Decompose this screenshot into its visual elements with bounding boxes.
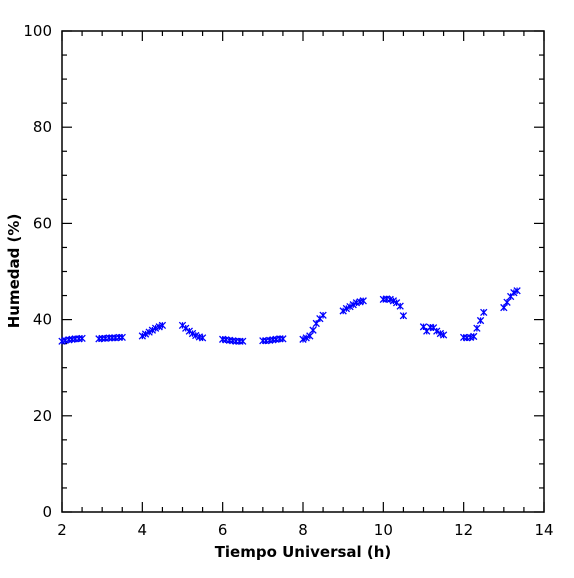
data-point (158, 321, 167, 330)
data-point (279, 335, 287, 343)
data-point (342, 304, 351, 313)
data-point (115, 333, 123, 342)
axis-tick-labels: 2 4 6 8 10 12 14 0 20 40 60 80 100 (23, 22, 553, 539)
data-point (312, 319, 320, 328)
data-point (306, 332, 314, 340)
y-tick-label: 20 (33, 407, 52, 425)
data-point (198, 334, 207, 342)
axis-ticks (61, 30, 545, 513)
x-tick-label: 8 (298, 521, 308, 539)
y-tick-label: 60 (33, 214, 52, 232)
data-point (433, 327, 441, 335)
data-point (513, 287, 521, 295)
y-tick-label: 40 (33, 311, 52, 329)
x-tick-label: 4 (138, 521, 148, 539)
x-tick-label: 10 (374, 521, 393, 539)
data-point (480, 308, 488, 317)
x-tick-label: 2 (57, 521, 67, 539)
data-point (476, 316, 485, 325)
data-point (78, 334, 86, 343)
x-tick-label: 12 (454, 521, 473, 539)
data-point (105, 334, 113, 342)
data-point (309, 326, 317, 334)
x-axis-label: Tiempo Universal (h) (215, 543, 392, 561)
data-point (108, 334, 116, 342)
data-point (276, 335, 284, 343)
data-point (235, 337, 244, 345)
y-axis-label: Humedad (%) (5, 214, 23, 329)
y-tick-label: 100 (23, 22, 52, 40)
plot-frame (61, 30, 545, 513)
x-tick-label: 6 (218, 521, 228, 539)
data-point (396, 302, 404, 310)
x-tick-label: 14 (534, 521, 553, 539)
data-point (470, 332, 478, 341)
data-point (98, 334, 106, 343)
data-point (399, 312, 408, 320)
data-point (473, 324, 481, 332)
data-point (118, 333, 126, 342)
data-point (319, 311, 327, 319)
data-point (259, 337, 267, 345)
data-point (419, 323, 428, 331)
data-point (141, 330, 150, 338)
data-point (239, 337, 247, 345)
data-point (439, 331, 448, 339)
y-tick-label: 0 (42, 503, 52, 521)
data-point (302, 334, 310, 342)
data-point (359, 297, 367, 305)
y-tick-label: 80 (33, 118, 52, 136)
data-points (58, 287, 521, 345)
data-point (503, 298, 511, 306)
